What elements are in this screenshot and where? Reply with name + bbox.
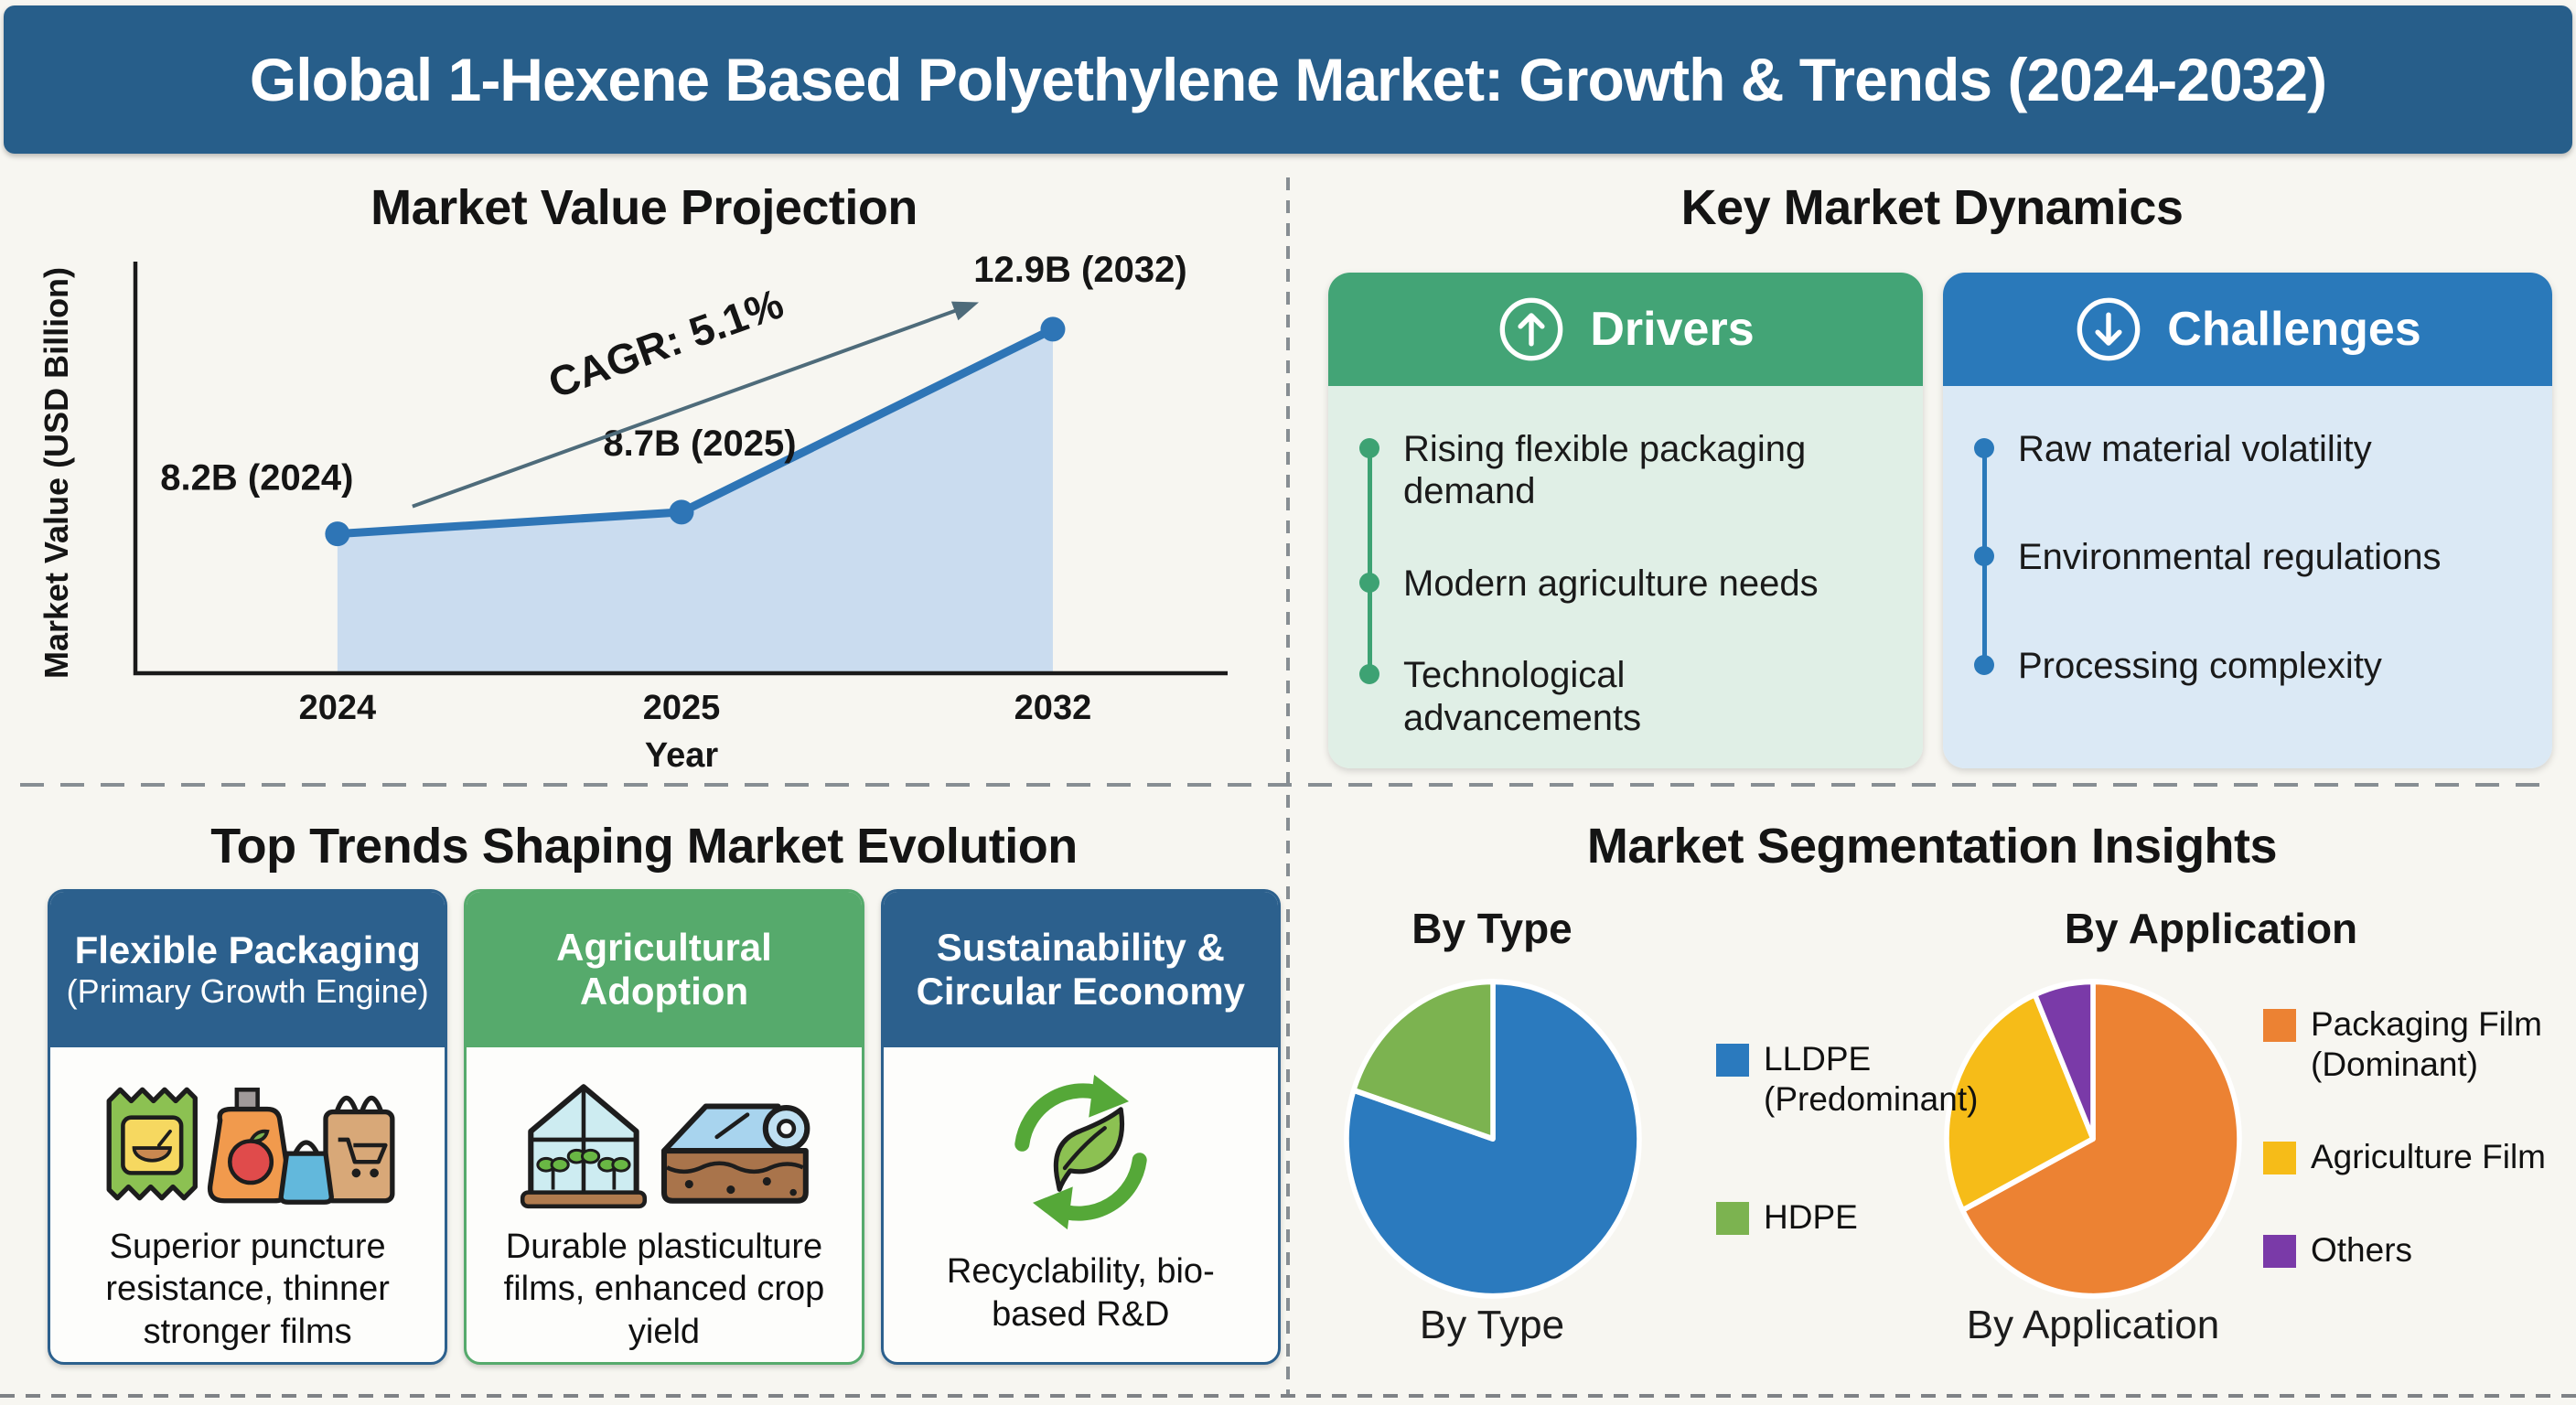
- svg-text:8.7B (2025): 8.7B (2025): [603, 424, 796, 464]
- legend-item-others: Others: [2263, 1230, 2546, 1271]
- challenges-header: Challenges: [1943, 273, 2552, 386]
- drivers-list: Rising flexible packaging demand Modern …: [1328, 386, 1923, 768]
- bullet-dot: [1974, 438, 1994, 458]
- trend-card-body: Superior puncture resistance, thinner st…: [105, 1228, 390, 1351]
- trend-card-header: Agricultural Adoption: [467, 892, 862, 1047]
- banner: Global 1-Hexene Based Polyethylene Marke…: [4, 5, 2572, 154]
- svg-text:CAGR: 5.1%: CAGR: 5.1%: [542, 279, 789, 407]
- trends-title: Top Trends Shaping Market Evolution: [210, 819, 1078, 874]
- bullet-dot: [1974, 546, 1994, 567]
- list-item: Modern agriculture needs: [1359, 563, 1894, 605]
- svg-text:Market Value (USD Billion): Market Value (USD Billion): [38, 267, 75, 679]
- drivers-connector-line: [1367, 448, 1372, 675]
- trend-card-header: Flexible Packaging (Primary Growth Engin…: [50, 892, 445, 1047]
- bullet-dot: [1359, 438, 1379, 458]
- bullet-dot: [1359, 572, 1379, 593]
- trend-cards: Flexible Packaging (Primary Growth Engin…: [48, 889, 1281, 1365]
- svg-text:12.9B (2032): 12.9B (2032): [973, 250, 1186, 290]
- trend-card-sustainability: Sustainability & Circular Economy Recycl…: [880, 889, 1281, 1365]
- flexible-packaging-icon: [106, 1087, 395, 1205]
- drivers-card: Drivers Rising flexible packaging demand…: [1328, 273, 1923, 768]
- by-application-heading: By Application: [2064, 905, 2358, 952]
- drivers-header: Drivers: [1328, 273, 1923, 386]
- segmentation-title: Market Segmentation Insights: [1586, 819, 2278, 874]
- bottom-dashed-border: [0, 1394, 2576, 1398]
- horizontal-dashed-divider: [20, 783, 2556, 787]
- list-item: Processing complexity: [1974, 645, 2523, 687]
- svg-text:8.2B (2024): 8.2B (2024): [160, 458, 353, 499]
- trend-card-header: Sustainability & Circular Economy: [883, 892, 1278, 1047]
- trend-card-flexible-packaging: Flexible Packaging (Primary Growth Engin…: [48, 889, 448, 1365]
- svg-text:2025: 2025: [643, 689, 721, 727]
- svg-text:2032: 2032: [1014, 689, 1092, 727]
- legend-item-lldpe: LLDPE (Predominant): [1716, 1039, 1978, 1119]
- by-application-pie-chart: [1944, 979, 2242, 1299]
- trend-card-body: Durable plasticulture films, enhanced cr…: [503, 1228, 825, 1351]
- lldpe-swatch: [1716, 1044, 1749, 1077]
- others-swatch: [2263, 1234, 2296, 1268]
- main-title: Global 1-Hexene Based Polyethylene Marke…: [249, 46, 2327, 113]
- bullet-dot: [1359, 664, 1379, 685]
- agriculture-film-swatch: [2263, 1142, 2296, 1175]
- by-type-heading: By Type: [1411, 905, 1572, 952]
- greenhouse-film-icon: [520, 1084, 810, 1209]
- by-application-legend: Packaging Film (Dominant) Agriculture Fi…: [2263, 1004, 2546, 1271]
- by-type-pie-chart: [1344, 979, 1642, 1299]
- svg-text:Year: Year: [645, 736, 719, 775]
- agriculture-icons: [467, 1067, 861, 1220]
- trend-card-body: Recyclability, bio-based R&D: [946, 1252, 1215, 1334]
- packaging-icons: [50, 1067, 445, 1220]
- market-value-title: Market Value Projection: [370, 180, 918, 235]
- challenges-title: Challenges: [2167, 303, 2421, 356]
- trend-card-agricultural-adoption: Agricultural Adoption: [464, 889, 864, 1365]
- down-arrow-icon: [2077, 297, 2141, 361]
- market-value-line-chart: 8.2B (2024) 8.7B (2025) 12.9B (2032) 2024 20…: [38, 250, 1228, 775]
- recycle-leaf-icon: [1014, 1074, 1147, 1230]
- list-item: Technological advancements: [1359, 654, 1894, 739]
- list-item: Raw material volatility: [1974, 428, 2523, 470]
- list-item: Rising flexible packaging demand: [1359, 428, 1894, 513]
- packaging-film-swatch: [2263, 1009, 2296, 1042]
- legend-item-packaging-film: Packaging Film (Dominant): [2263, 1004, 2546, 1084]
- legend-item-hdpe: HDPE: [1716, 1197, 1978, 1238]
- key-dynamics-title: Key Market Dynamics: [1680, 180, 2184, 235]
- by-type-footer-label: By Type: [1419, 1303, 1565, 1347]
- challenges-card: Challenges Raw material volatility Envir…: [1943, 273, 2552, 768]
- svg-text:2024: 2024: [299, 689, 377, 727]
- up-arrow-icon: [1500, 297, 1563, 361]
- bullet-dot: [1974, 654, 1994, 675]
- list-item: Environmental regulations: [1974, 536, 2523, 578]
- challenges-list: Raw material volatility Environmental re…: [1943, 386, 2552, 768]
- legend-item-agriculture-film: Agriculture Film: [2263, 1137, 2546, 1177]
- sustainability-icons: [884, 1067, 1278, 1237]
- drivers-title: Drivers: [1590, 303, 1755, 356]
- hdpe-swatch: [1716, 1202, 1749, 1236]
- by-type-legend: LLDPE (Predominant) HDPE: [1716, 1039, 1978, 1238]
- by-application-footer-label: By Application: [1966, 1303, 2220, 1347]
